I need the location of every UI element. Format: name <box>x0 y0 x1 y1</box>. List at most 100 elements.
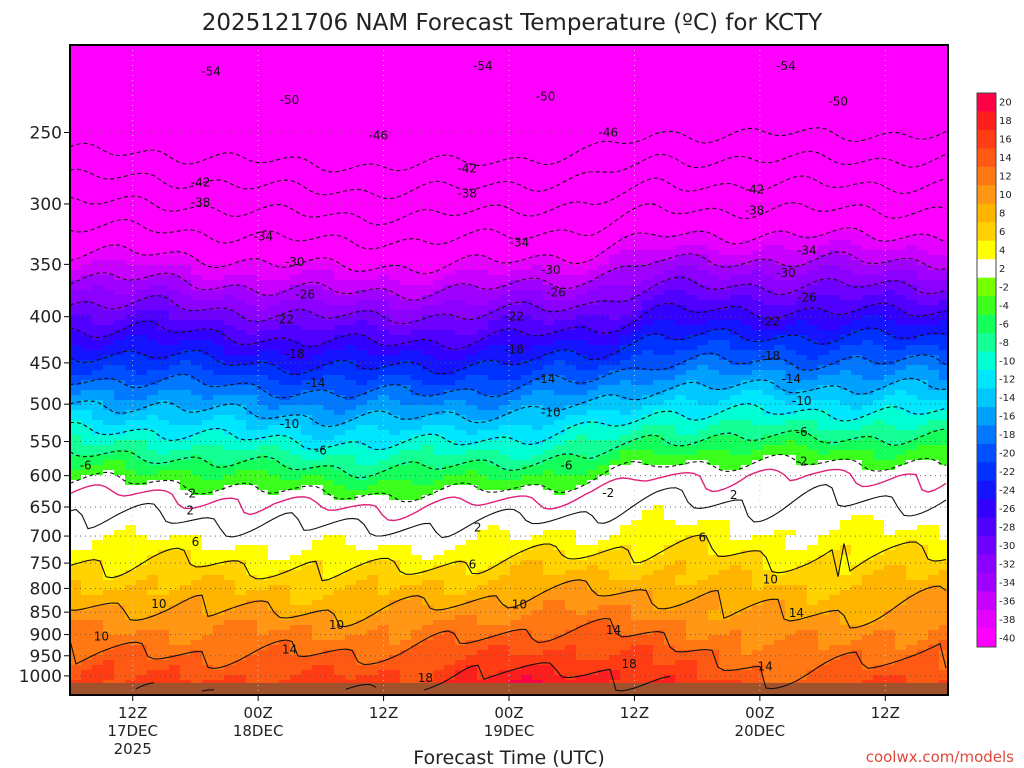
field-cell <box>70 90 82 96</box>
field-cell <box>279 530 291 536</box>
field-cell <box>125 570 137 576</box>
field-cell <box>422 50 434 56</box>
field-cell <box>378 565 390 571</box>
field-cell <box>422 480 434 486</box>
field-cell <box>455 110 467 116</box>
field-cell <box>224 600 236 606</box>
field-cell <box>125 435 137 441</box>
field-cell <box>345 150 357 156</box>
field-cell <box>323 310 335 316</box>
field-cell <box>433 580 445 586</box>
field-cell <box>455 70 467 76</box>
field-cell <box>147 300 159 306</box>
field-cell <box>70 325 82 331</box>
field-cell <box>92 125 104 131</box>
field-cell <box>180 635 192 641</box>
field-cell <box>180 525 192 531</box>
field-cell <box>444 75 456 81</box>
field-cell <box>444 145 456 151</box>
field-cell <box>125 330 137 336</box>
field-cell <box>433 125 445 131</box>
field-cell <box>477 645 489 651</box>
field-cell <box>411 355 423 361</box>
field-cell <box>180 330 192 336</box>
field-cell <box>147 375 159 381</box>
field-cell <box>147 305 159 311</box>
field-cell <box>411 590 423 596</box>
field-cell <box>444 410 456 416</box>
field-cell <box>488 50 500 56</box>
field-cell <box>389 665 401 671</box>
field-cell <box>158 550 170 556</box>
field-cell <box>444 600 456 606</box>
field-cell <box>323 210 335 216</box>
field-cell <box>268 465 280 471</box>
field-cell <box>356 255 368 261</box>
field-cell <box>400 255 412 261</box>
field-cell <box>466 670 478 676</box>
field-cell <box>169 150 181 156</box>
field-cell <box>433 435 445 441</box>
field-cell <box>202 575 214 581</box>
field-cell <box>169 680 181 686</box>
field-cell <box>378 610 390 616</box>
field-cell <box>158 510 170 516</box>
field-cell <box>169 300 181 306</box>
field-cell <box>125 230 137 236</box>
field-cell <box>400 155 412 161</box>
field-cell <box>180 205 192 211</box>
field-cell <box>180 115 192 121</box>
field-cell <box>180 470 192 476</box>
field-cell <box>334 340 346 346</box>
field-cell <box>268 130 280 136</box>
field-cell <box>323 400 335 406</box>
field-cell <box>125 355 137 361</box>
field-cell <box>191 580 203 586</box>
field-cell <box>466 50 478 56</box>
field-cell <box>422 675 434 681</box>
field-cell <box>455 290 467 296</box>
field-cell <box>191 500 203 506</box>
field-cell <box>444 155 456 161</box>
field-cell <box>147 275 159 281</box>
field-cell <box>356 575 368 581</box>
field-cell <box>268 145 280 151</box>
field-cell <box>125 245 137 251</box>
field-cell <box>92 170 104 176</box>
field-cell <box>202 465 214 471</box>
field-cell <box>257 400 269 406</box>
field-cell <box>444 630 456 636</box>
field-cell <box>444 200 456 206</box>
field-cell <box>422 520 434 526</box>
field-cell <box>103 340 115 346</box>
field-cell <box>422 535 434 541</box>
field-cell <box>290 345 302 351</box>
field-cell <box>444 455 456 461</box>
field-cell <box>411 275 423 281</box>
field-cell <box>235 525 247 531</box>
field-cell <box>488 290 500 296</box>
field-cell <box>191 70 203 76</box>
field-cell <box>411 215 423 221</box>
field-cell <box>169 675 181 681</box>
field-cell <box>334 310 346 316</box>
field-cell <box>367 335 379 341</box>
field-cell <box>345 210 357 216</box>
field-cell <box>290 195 302 201</box>
field-cell <box>400 150 412 156</box>
field-cell <box>191 540 203 546</box>
field-cell <box>202 260 214 266</box>
field-cell <box>301 270 313 276</box>
field-cell <box>224 365 236 371</box>
field-cell <box>279 460 291 466</box>
field-cell <box>334 500 346 506</box>
field-cell <box>169 70 181 76</box>
field-cell <box>81 125 93 131</box>
field-cell <box>235 465 247 471</box>
field-cell <box>235 395 247 401</box>
field-cell <box>81 555 93 561</box>
field-cell <box>301 575 313 581</box>
field-cell <box>290 465 302 471</box>
field-cell <box>279 115 291 121</box>
field-cell <box>433 75 445 81</box>
